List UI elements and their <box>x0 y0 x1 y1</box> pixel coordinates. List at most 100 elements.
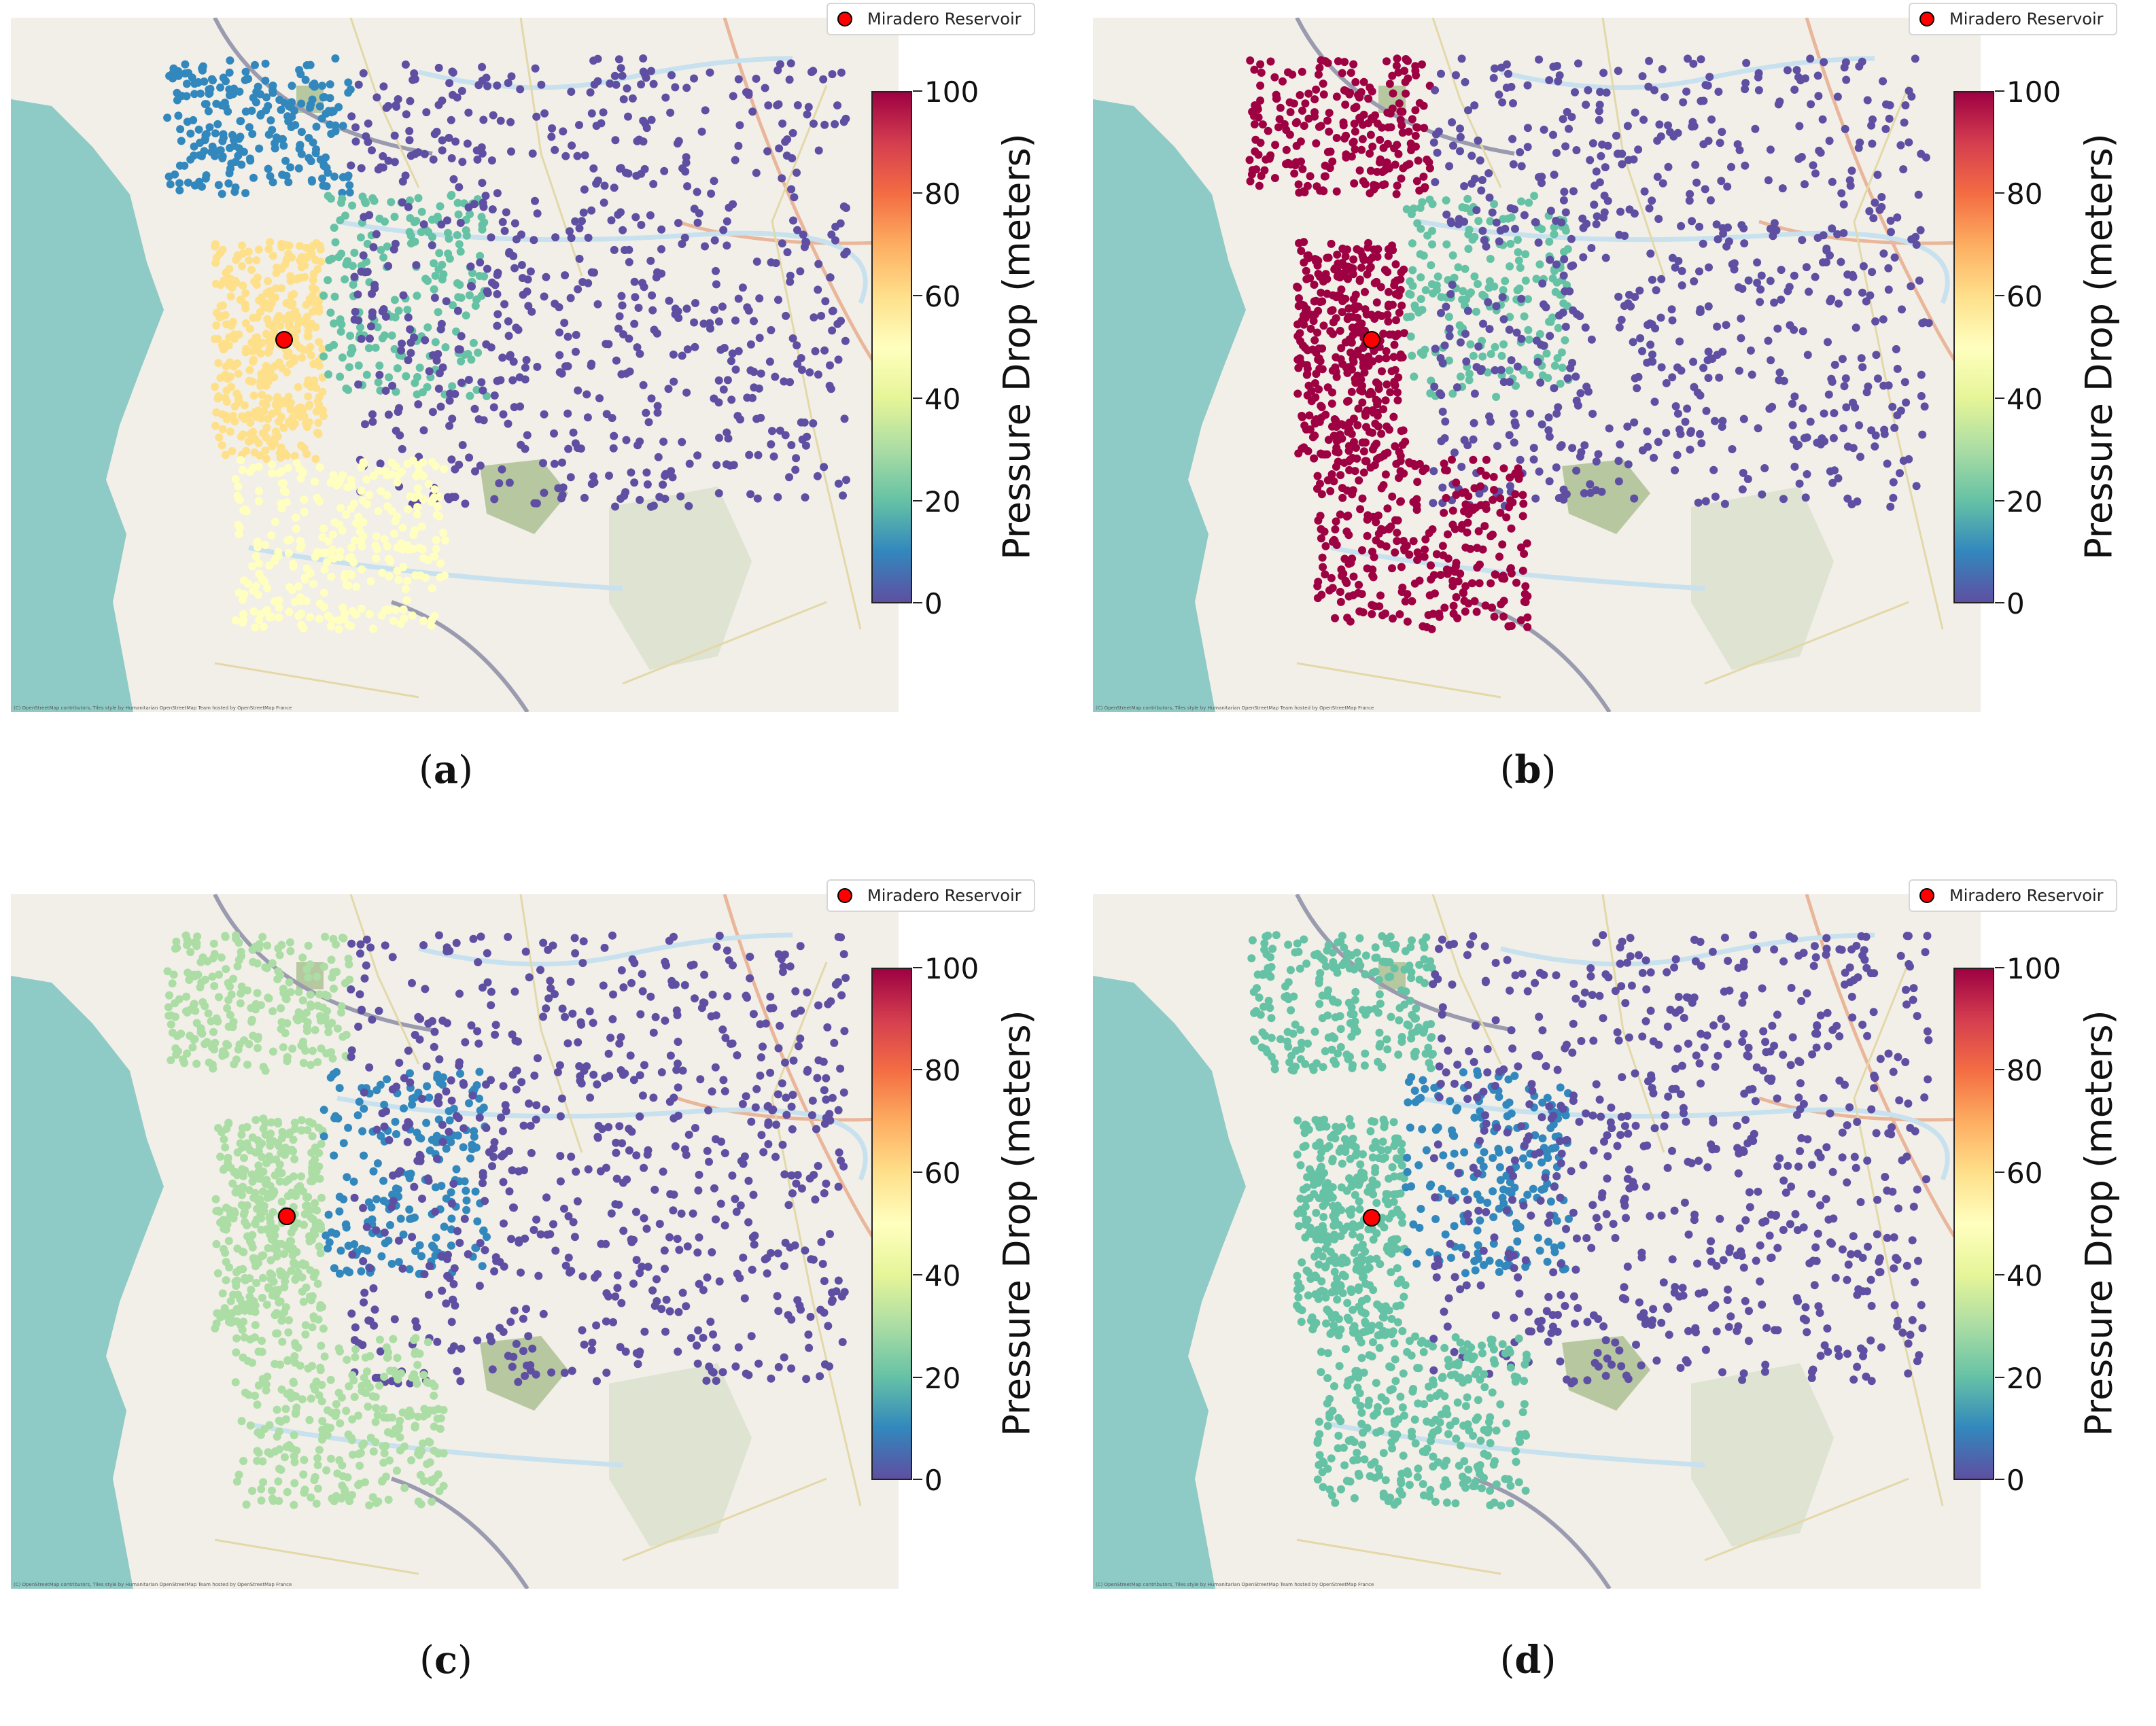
node-east <box>419 220 428 229</box>
node-north <box>1272 90 1281 99</box>
node-center <box>1491 342 1499 351</box>
node-east <box>1540 125 1548 134</box>
node-west <box>213 1269 222 1278</box>
node-east <box>584 1165 593 1174</box>
node-east <box>786 962 795 971</box>
node-east <box>1896 469 1904 478</box>
colorbar-tick-label: 40 <box>2006 383 2043 416</box>
node-east <box>1841 374 1850 383</box>
node-center <box>396 1214 405 1223</box>
node-north <box>1351 145 1359 154</box>
node-south <box>387 458 396 467</box>
node-east <box>657 1305 666 1314</box>
node-east <box>366 334 374 343</box>
node-west <box>1334 448 1343 457</box>
node-center <box>1561 226 1570 235</box>
map-a: (C) OpenStreetMap contributors, Tiles st… <box>11 18 899 712</box>
colorbar-tick-label: 20 <box>924 485 961 518</box>
node-east <box>718 1025 727 1034</box>
node-west <box>1384 251 1393 260</box>
node-east <box>1445 162 1454 171</box>
node-east <box>1847 166 1856 175</box>
node-north <box>254 1044 262 1053</box>
node-west <box>1370 279 1379 287</box>
node-center <box>362 258 370 266</box>
node-east <box>567 234 576 243</box>
node-east <box>826 361 834 370</box>
node-east <box>1873 171 1882 179</box>
node-east <box>522 1305 530 1314</box>
node-west <box>1381 396 1390 405</box>
node-center <box>1524 295 1532 304</box>
node-south <box>1476 560 1484 569</box>
node-east <box>1796 76 1805 85</box>
node-east <box>1842 75 1851 84</box>
node-east <box>660 166 669 175</box>
node-north <box>247 107 256 115</box>
node-north <box>263 941 272 950</box>
node-east <box>406 338 415 347</box>
node-center <box>1513 286 1522 295</box>
node-west <box>1360 368 1369 377</box>
node-east <box>599 198 608 207</box>
node-center <box>380 1100 389 1109</box>
node-north <box>268 178 277 187</box>
node-east <box>1707 115 1716 124</box>
node-east <box>1820 58 1828 67</box>
node-east <box>778 174 786 183</box>
node-east <box>405 136 414 145</box>
node-east <box>706 324 714 333</box>
node-east <box>629 1076 638 1085</box>
node-center <box>335 1269 344 1278</box>
node-east <box>621 1348 630 1356</box>
node-east <box>456 1377 465 1386</box>
node-east <box>473 155 482 164</box>
node-east <box>1592 457 1601 466</box>
node-south <box>393 567 402 575</box>
node-east <box>451 137 460 146</box>
node-east <box>1595 101 1604 109</box>
node-center <box>413 390 421 399</box>
node-east <box>619 226 627 234</box>
node-west <box>288 1244 297 1253</box>
node-south <box>413 484 422 493</box>
node-east <box>1569 261 1578 270</box>
node-east <box>347 939 356 948</box>
node-east <box>793 359 802 368</box>
node-east <box>1711 492 1720 501</box>
node-north <box>1384 123 1393 132</box>
node-east <box>820 120 829 129</box>
node-north <box>1399 164 1408 173</box>
node-east <box>1545 477 1554 486</box>
node-east <box>1833 92 1842 101</box>
node-west <box>1315 364 1324 373</box>
node-west <box>1344 442 1353 451</box>
node-east <box>1652 286 1661 295</box>
node-west <box>272 1155 280 1164</box>
node-east <box>1664 162 1673 171</box>
node-north <box>318 82 326 90</box>
node-west <box>287 1228 296 1237</box>
node-east <box>428 241 436 249</box>
node-west <box>309 359 318 368</box>
node-west <box>311 1143 319 1152</box>
node-east <box>1511 224 1519 233</box>
node-center <box>1458 203 1467 211</box>
node-east <box>766 992 775 1001</box>
node-east <box>1899 457 1908 465</box>
node-north <box>1298 164 1307 173</box>
node-center <box>405 228 414 236</box>
node-north <box>315 990 324 999</box>
node-west <box>288 291 296 300</box>
node-east <box>1559 485 1568 494</box>
node-north <box>1383 57 1391 66</box>
node-east <box>401 60 410 69</box>
node-east <box>522 355 531 364</box>
node-east <box>674 137 683 145</box>
node-west <box>262 455 271 463</box>
node-east <box>481 192 490 200</box>
node-south <box>404 505 413 514</box>
sea <box>1093 99 1246 712</box>
node-east <box>618 71 627 80</box>
node-east <box>674 1348 682 1356</box>
